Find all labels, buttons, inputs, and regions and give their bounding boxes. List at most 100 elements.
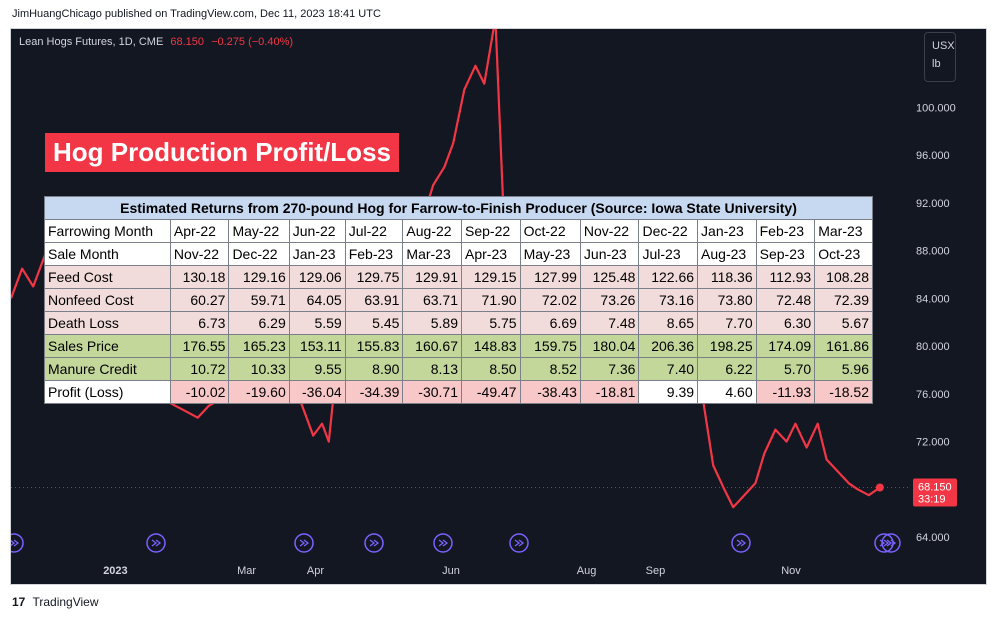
table-cell: Apr-23 xyxy=(461,242,521,266)
event-chevron xyxy=(438,539,449,547)
scale-selector[interactable]: USX lb xyxy=(924,32,956,82)
table-cell: 160.67 xyxy=(402,334,462,358)
event-marker-icon[interactable] xyxy=(509,533,529,553)
table-cell: -49.47 xyxy=(461,380,521,404)
table-row: Nonfeed Cost 60.27 59.71 64.05 63.91 63.71 71.… xyxy=(44,288,873,312)
table-cell: Feb-23 xyxy=(344,242,404,266)
table-cell: 5.75 xyxy=(461,311,521,335)
table-cell: Dec-22 xyxy=(638,219,699,243)
table-cell: -34.39 xyxy=(344,380,404,404)
table-cell: 8.52 xyxy=(519,357,581,381)
symbol-header: Lean Hogs Futures, 1D, CME 68.150 −0.275… xyxy=(19,36,293,48)
table-cell: 7.40 xyxy=(638,357,699,381)
table-cell: 130.18 xyxy=(169,265,230,289)
table-cell: Nov-22 xyxy=(169,242,230,266)
currency-label[interactable]: USX xyxy=(932,40,955,52)
table-cell: Sep-22 xyxy=(461,219,521,243)
table-cell: 198.25 xyxy=(697,334,757,358)
table-cell: 5.70 xyxy=(755,357,816,381)
table-cell: 176.55 xyxy=(169,334,230,358)
x-tick-label: 2023 xyxy=(103,565,127,577)
x-tick-label: Jun xyxy=(442,565,460,577)
table-cell: 7.48 xyxy=(579,311,640,335)
event-marker-icon[interactable] xyxy=(146,533,166,553)
event-chevron xyxy=(369,539,380,547)
table-cell: -18.52 xyxy=(814,380,873,404)
table-cell: 6.30 xyxy=(755,311,816,335)
table-cell: 6.29 xyxy=(228,311,290,335)
row-label: Profit (Loss) xyxy=(44,380,171,404)
event-marker-icon[interactable] xyxy=(881,533,901,553)
row-label: Farrowing Month xyxy=(44,219,171,243)
table-cell: 7.36 xyxy=(579,357,640,381)
y-tick-label: 80.000 xyxy=(916,341,950,353)
table-cell: Dec-22 xyxy=(228,242,290,266)
table-cell: Jan-23 xyxy=(288,242,346,266)
table-cell: 108.28 xyxy=(814,265,873,289)
table-cell: 5.45 xyxy=(344,311,404,335)
event-marker-icon[interactable] xyxy=(731,533,751,553)
table-cell: 129.16 xyxy=(228,265,290,289)
table-cell: 5.59 xyxy=(288,311,346,335)
x-tick-label: Mar xyxy=(237,565,256,577)
unit-label[interactable]: lb xyxy=(932,58,941,70)
row-label: Nonfeed Cost xyxy=(44,288,171,312)
returns-table: Estimated Returns from 270-pound Hog for… xyxy=(44,196,873,404)
event-chevron xyxy=(736,539,747,547)
table-cell: 118.36 xyxy=(697,265,757,289)
table-cell: 5.96 xyxy=(814,357,873,381)
table-cell: 159.75 xyxy=(519,334,581,358)
event-marker-icon[interactable] xyxy=(364,533,384,553)
table-cell: 129.75 xyxy=(344,265,404,289)
chart-panel[interactable]: 64.00068.00072.00076.00080.00084.00088.0… xyxy=(10,28,987,585)
event-circle xyxy=(881,533,901,553)
event-marker-icon[interactable] xyxy=(294,533,314,553)
row-label: Manure Credit xyxy=(44,357,171,381)
event-circle xyxy=(509,533,529,553)
table-cell: 4.60 xyxy=(697,380,757,404)
event-chevron xyxy=(886,539,897,547)
event-chevron xyxy=(299,539,310,547)
table-cell: 10.72 xyxy=(169,357,230,381)
table-cell: 9.55 xyxy=(288,357,346,381)
table-cell: 8.50 xyxy=(461,357,521,381)
table-cell: 125.48 xyxy=(579,265,640,289)
y-tick-label: 76.000 xyxy=(916,389,950,401)
table-cell: 122.66 xyxy=(638,265,699,289)
symbol-title: Lean Hogs Futures, 1D, CME xyxy=(19,36,164,48)
table-cell: 6.73 xyxy=(169,311,230,335)
table-cell: 8.65 xyxy=(638,311,699,335)
table-cell: Jul-22 xyxy=(344,219,404,243)
table-cell: 72.39 xyxy=(814,288,873,312)
table-row: Manure Credit 10.72 10.33 9.55 8.90 8.13 8.50 8… xyxy=(44,357,873,381)
table-cell: 72.02 xyxy=(519,288,581,312)
event-marker-icon[interactable] xyxy=(433,533,453,553)
event-marker-icon[interactable] xyxy=(11,533,24,553)
table-cell: 9.39 xyxy=(638,380,699,404)
table-cell: Feb-23 xyxy=(755,219,816,243)
table-cell: 148.83 xyxy=(461,334,521,358)
event-chevron xyxy=(11,539,20,547)
y-tick-label: 88.000 xyxy=(916,246,950,258)
last-price-dot xyxy=(875,483,884,492)
table-cell: 7.70 xyxy=(697,311,757,335)
event-marker-icon[interactable] xyxy=(874,533,894,553)
y-tick-label: 64.000 xyxy=(916,532,950,544)
event-circle xyxy=(731,533,751,553)
table-cell: 6.69 xyxy=(519,311,581,335)
table-cell: 206.36 xyxy=(638,334,699,358)
row-label: Sales Price xyxy=(44,334,171,358)
event-circle xyxy=(146,533,166,553)
table-row: Sale Month Nov-22 Dec-22 Jan-23 Feb-23 Mar-23… xyxy=(44,242,873,266)
x-tick-label: Apr xyxy=(307,565,324,577)
event-circle xyxy=(11,533,24,553)
row-label: Sale Month xyxy=(44,242,171,266)
table-cell: Jan-23 xyxy=(697,219,757,243)
table-cell: -11.93 xyxy=(755,380,816,404)
table-row: Profit (Loss) -10.02 -19.60 -36.04 -34.39 -30… xyxy=(44,380,873,404)
y-tick-label: 96.000 xyxy=(916,150,950,162)
tradingview-logo-icon: 17 xyxy=(12,595,26,609)
price-change: −0.275 (−0.40%) xyxy=(211,36,294,48)
table-cell: 165.23 xyxy=(228,334,290,358)
